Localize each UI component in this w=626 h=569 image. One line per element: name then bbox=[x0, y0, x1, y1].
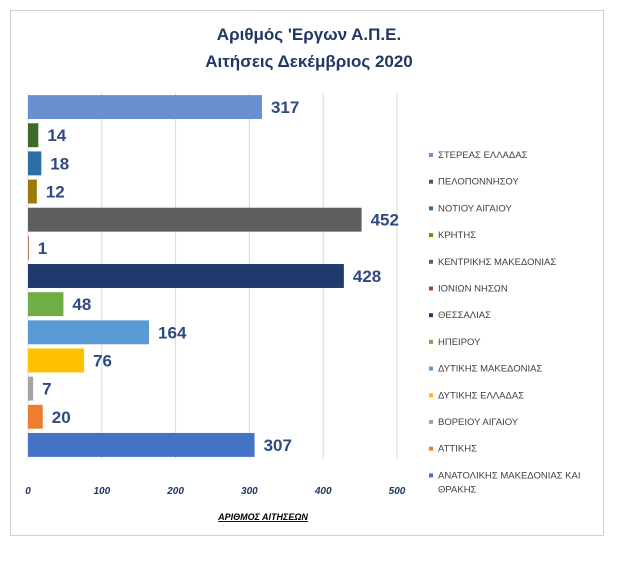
data-label-10: 7 bbox=[42, 380, 51, 399]
bar-3 bbox=[28, 179, 37, 204]
x-tick-label-4: 400 bbox=[314, 486, 332, 497]
legend-swatch-5 bbox=[429, 286, 433, 291]
legend-label-6: ΘΕΣΣΑΛΙΑΣ bbox=[438, 310, 491, 321]
legend-swatch-8 bbox=[429, 366, 433, 371]
legend-label-1: ΠΕΛΟΠΟΝΝΗΣΟΥ bbox=[438, 177, 520, 188]
x-tick-label-3: 300 bbox=[241, 486, 258, 497]
legend-swatch-3 bbox=[429, 233, 433, 238]
data-label-0: 317 bbox=[271, 98, 299, 117]
bar-9 bbox=[28, 348, 85, 373]
legend-label-8: ΔΥΤΙΚΗΣ ΜΑΚΕΔΟΝΙΑΣ bbox=[438, 364, 542, 375]
data-label-5: 1 bbox=[38, 239, 47, 258]
legend-label-12: ΑΝΑΤΟΛΙΚΗΣ ΜΑΚΕΔΟΝΙΑΣ ΚΑΙ ΘΡΑΚΗΣ bbox=[438, 470, 581, 495]
bar-5 bbox=[28, 235, 29, 260]
legend-label-7: ΗΠΕΙΡΟΥ bbox=[438, 337, 481, 348]
chart-frame: Αριθμός 'Εργων Α.Π.Ε. Αιτήσεις Δεκέμβριο… bbox=[10, 10, 604, 536]
legend: ΣΤΕΡΕΑΣ ΕΛΛΑΔΑΣ ΠΕΛΟΠΟΝΝΗΣΟΥ ΝΟΤΙΟΥ ΑΙΓΑΙΟ… bbox=[429, 150, 581, 495]
legend-label-3: ΚΡΗΤΗΣ bbox=[438, 230, 476, 241]
data-label-layer: 317 14 18 12 452 1 428 48 164 76 720 307 bbox=[38, 98, 399, 455]
chart-title-line-2: Αιτήσεις Δεκέμβριος 2020 bbox=[205, 52, 413, 71]
data-label-9: 76 bbox=[93, 351, 112, 370]
chart-title-line-1: Αριθμός 'Εργων Α.Π.Ε. bbox=[217, 25, 401, 44]
data-label-7: 48 bbox=[72, 295, 91, 314]
x-tick-label-0: 0 bbox=[25, 486, 31, 497]
legend-swatch-2 bbox=[429, 206, 433, 211]
bar-layer bbox=[28, 95, 362, 457]
data-label-6: 428 bbox=[353, 267, 381, 286]
legend-label-5: ΙΟΝΙΩΝ ΝΗΣΩΝ bbox=[438, 284, 508, 295]
legend-label-10: ΒΟΡΕΙΟΥ ΑΙΓΑΙΟΥ bbox=[438, 417, 519, 428]
legend-swatch-11 bbox=[429, 446, 433, 451]
legend-swatch-7 bbox=[429, 339, 433, 344]
legend-swatch-1 bbox=[429, 179, 433, 184]
data-label-2: 18 bbox=[50, 154, 69, 173]
x-tick-label-5: 500 bbox=[389, 486, 406, 497]
data-label-12: 307 bbox=[264, 436, 292, 455]
x-tick-label-2: 200 bbox=[166, 486, 184, 497]
bar-0 bbox=[28, 95, 262, 120]
bar-2 bbox=[28, 151, 42, 176]
legend-label-4: ΚΕΝΤΡΙΚΗΣ ΜΑΚΕΔΟΝΙΑΣ bbox=[438, 257, 556, 268]
chart-svg: Αριθμός 'Εργων Α.Π.Ε. Αιτήσεις Δεκέμβριο… bbox=[25, 25, 581, 522]
x-tick-label-1: 100 bbox=[93, 486, 110, 497]
bar-1 bbox=[28, 123, 39, 148]
bar-7 bbox=[28, 292, 64, 317]
x-axis-label: ΑΡΙΘΜΟΣ ΑΙΤΗΣΕΩΝ bbox=[217, 512, 308, 522]
legend-label-9: ΔΥΤΙΚΗΣ ΕΛΛΑΔΑΣ bbox=[438, 390, 524, 401]
x-tick-layer: 0 100 200 300 400 500 bbox=[25, 486, 406, 497]
bar-4 bbox=[28, 207, 362, 232]
data-label-8: 164 bbox=[158, 323, 187, 342]
bar-6 bbox=[28, 264, 344, 288]
data-label-1: 14 bbox=[47, 126, 66, 145]
data-label-4: 452 bbox=[371, 211, 399, 230]
legend-label-0: ΣΤΕΡΕΑΣ ΕΛΛΑΔΑΣ bbox=[438, 150, 528, 161]
legend-label-11: ΑΤΤΙΚΗΣ bbox=[438, 444, 477, 455]
legend-swatch-4 bbox=[429, 259, 433, 264]
bar-12 bbox=[28, 432, 255, 457]
data-label-3: 12 bbox=[46, 183, 65, 202]
legend-swatch-9 bbox=[429, 393, 433, 398]
legend-swatch-12 bbox=[429, 473, 433, 478]
bar-8 bbox=[28, 320, 150, 345]
legend-swatch-10 bbox=[429, 420, 433, 424]
bar-10 bbox=[28, 376, 34, 401]
legend-swatch-0 bbox=[429, 153, 433, 157]
legend-swatch-6 bbox=[429, 313, 433, 318]
data-label-11: 20 bbox=[52, 408, 71, 427]
bar-11 bbox=[28, 404, 43, 429]
legend-label-2: ΝΟΤΙΟΥ ΑΙΓΑΙΟΥ bbox=[438, 203, 512, 214]
